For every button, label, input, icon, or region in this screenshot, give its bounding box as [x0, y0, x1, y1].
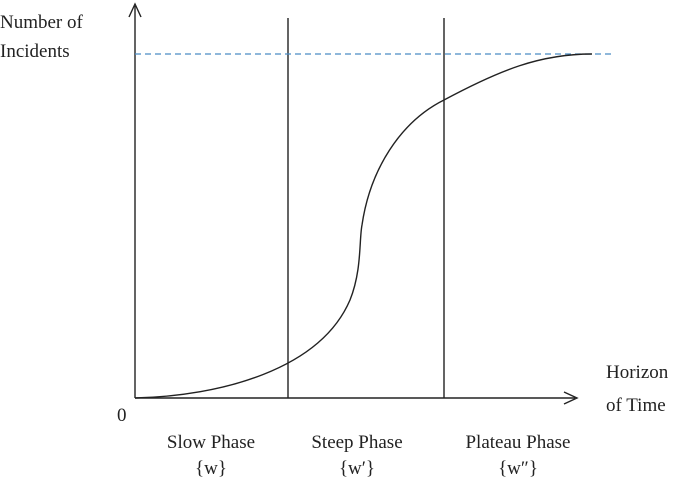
y-axis-label: Number of [0, 12, 84, 33]
x-axis-arrow [563, 391, 579, 405]
phase-name: Slow Phase [167, 432, 255, 453]
phase-symbol: {w′} [339, 458, 375, 479]
origin-label: 0 [117, 405, 127, 426]
growth-curve [134, 53, 593, 399]
x-axis-label: of Time [606, 395, 666, 416]
y-axis-label: Incidents [0, 41, 70, 62]
phase-name: Steep Phase [311, 432, 402, 453]
phase-symbol: {w} [195, 458, 227, 479]
phase-symbol: {w″} [498, 458, 538, 479]
y-axis-arrow [128, 2, 142, 18]
phase-name: Plateau Phase [465, 432, 570, 453]
x-axis-label: Horizon [606, 362, 669, 383]
